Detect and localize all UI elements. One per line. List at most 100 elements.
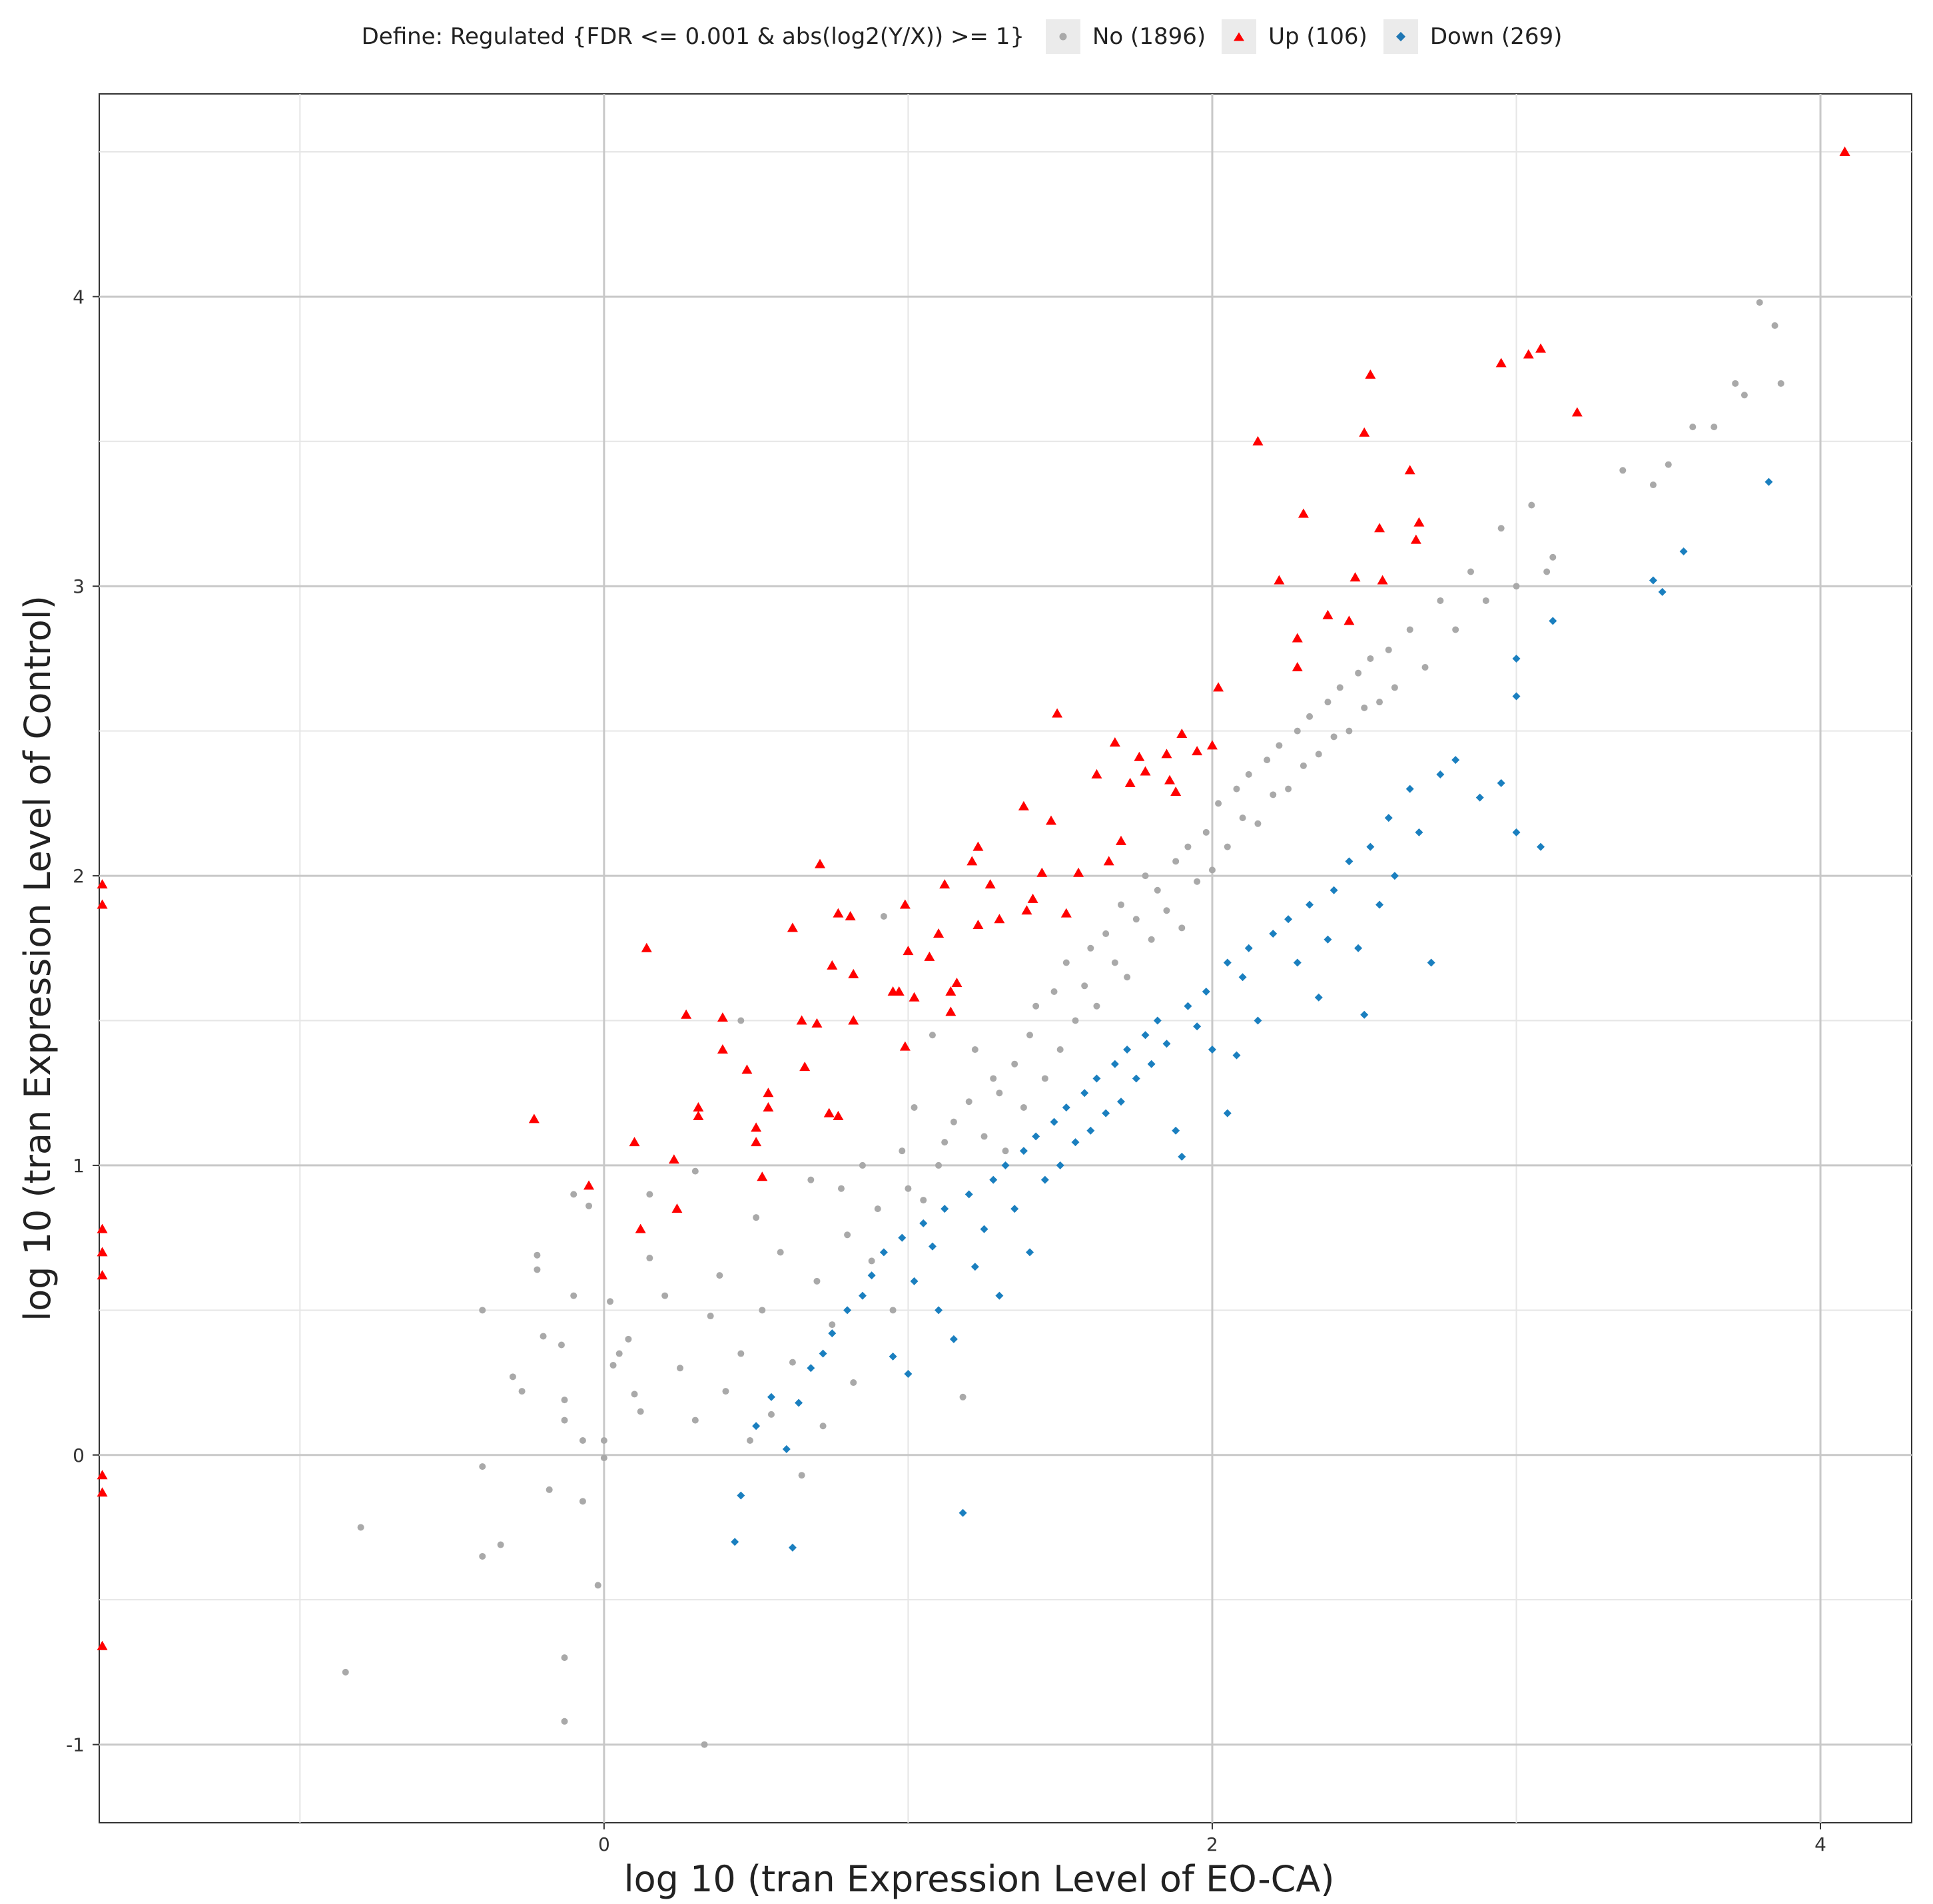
point-down [889,1352,897,1361]
point-up [741,1064,753,1074]
point-up [939,879,951,889]
point-up [1359,427,1370,437]
point-up [97,899,108,909]
point-up [1091,769,1102,779]
point-down [1110,1060,1119,1068]
point-no [1102,930,1110,938]
point-no [1172,858,1180,865]
legend: Define: Regulated {FDR <= 0.001 & abs(lo… [0,13,1933,60]
point-down [1390,872,1399,880]
point-up [1052,708,1063,718]
point-up [717,1044,728,1054]
point-down [1032,1132,1040,1141]
point-up [97,1470,108,1480]
point-down [731,1538,739,1546]
point-down [1658,587,1667,596]
point-no [880,912,887,920]
point-up [97,1223,108,1233]
point-no [950,1118,957,1125]
point-no [579,1498,586,1505]
point-down [782,1445,791,1454]
point-up [1377,575,1388,585]
point-down [1123,1045,1132,1054]
point-up [751,1137,762,1147]
point-down [1512,692,1521,701]
point-no [676,1365,683,1372]
point-up [1027,893,1038,903]
point-no [1367,655,1374,662]
point-no [1041,1075,1048,1082]
point-up [833,908,844,918]
point-no [561,1417,568,1424]
point-up [994,914,1005,924]
point-no [1391,684,1398,691]
point-up [827,960,838,970]
point-up [763,1088,774,1098]
point-up [1322,609,1334,619]
y-tick-label: -1 [66,1734,85,1756]
legend-label-down: Down (269) [1429,23,1563,50]
point-no [1376,699,1383,706]
point-no [971,1046,978,1053]
point-down [1153,1016,1162,1025]
point-no [1202,828,1210,836]
point-no [479,1552,486,1560]
point-up [833,1110,844,1120]
point-up [693,1110,704,1120]
point-down [1086,1126,1095,1135]
point-no [1306,713,1314,720]
point-up [1344,615,1355,625]
point-no [1771,322,1778,329]
point-down [1050,1117,1058,1126]
point-no [798,1472,805,1479]
point-no [980,1133,988,1140]
point-up [1413,517,1425,527]
point-up [972,919,984,929]
point-up [629,1137,640,1147]
point-up [1170,786,1182,796]
point-down [1537,842,1545,851]
point-up [966,856,978,866]
point-no [1215,800,1222,807]
point-no [540,1333,547,1340]
point-no [859,1161,866,1169]
point-down [1284,915,1293,924]
point-no [1011,1060,1018,1068]
point-no [1543,568,1551,575]
point-up [899,1041,911,1051]
point-no [701,1741,708,1748]
point-up [97,879,108,889]
point-down [1056,1161,1064,1169]
point-up [1571,407,1583,417]
point-down [1314,993,1323,1002]
point-down [1375,900,1384,909]
grid-minor [99,94,1912,1823]
point-down [1001,1161,1010,1169]
point-no [1528,501,1535,509]
point-no [1649,481,1657,489]
legend-key-diamond-icon [1383,19,1418,54]
point-down [1147,1060,1156,1068]
point-up [903,946,914,956]
legend-title: Define: Regulated {FDR <= 0.001 & abs(lo… [361,23,1024,50]
y-tick-label: 2 [73,865,85,887]
point-no [1072,1017,1079,1024]
point-no [631,1391,638,1398]
point-down [879,1248,888,1257]
point-no [1513,583,1520,590]
point-down [959,1508,967,1517]
point-no [342,1668,349,1676]
point-up [845,910,856,920]
point-down [1080,1089,1089,1098]
point-no [1163,907,1170,914]
point-no [637,1408,644,1415]
point-no [929,1032,936,1039]
point-up [924,951,935,961]
point-down [1436,770,1445,779]
point-down [910,1277,919,1285]
point-no [1081,982,1088,990]
point-up [1021,905,1032,915]
point-down [1238,973,1247,982]
point-down [1764,477,1773,486]
point-no [1124,974,1131,981]
